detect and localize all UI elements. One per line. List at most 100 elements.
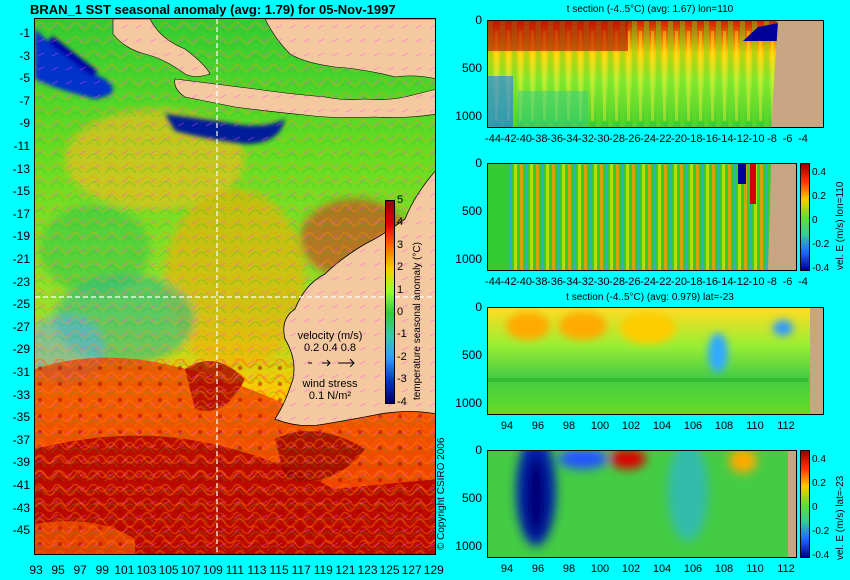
lat-tick: -19: [12, 229, 30, 244]
section-x-tick: 106: [683, 563, 703, 575]
sst-colorbar-tick: -4: [397, 395, 407, 408]
sst-colorbar-tick: -2: [397, 350, 407, 363]
lat-tick: -17: [12, 206, 30, 221]
velocity-legend: velocity (m/s) 0.2 0.4 0.8 wind stress 0…: [290, 330, 370, 402]
panel4-section[interactable]: [487, 450, 797, 558]
sst-colorbar-tick: 3: [397, 238, 404, 251]
lon-tick: 99: [95, 563, 109, 577]
lon-tick: 113: [247, 563, 267, 577]
section-x-tick: -34: [562, 133, 579, 145]
section-x-tick: -40: [516, 133, 532, 145]
lat-tick: -31: [12, 365, 30, 379]
section-x-tick: 110: [746, 563, 764, 575]
depth-tick: 500: [461, 204, 482, 218]
vel-colorbar-tick: 0.2: [812, 478, 826, 489]
panel4-colorbar: [800, 450, 810, 558]
section-x-tick: -26: [624, 276, 641, 288]
section-x-tick: -30: [593, 133, 610, 145]
vel-colorbar-tick: -0.2: [812, 526, 830, 537]
lon-tick: 103: [136, 563, 157, 577]
section-x-tick: 112: [777, 420, 795, 432]
lat-tick: -5: [19, 71, 30, 86]
lon-axis: 93 95 97 99 101 103 105 107 109 111 113 115 117 119 12…: [29, 563, 443, 579]
vel-colorbar-tick: -0.4: [812, 550, 830, 561]
section-x-tick: -30: [593, 276, 610, 288]
section-x-tick: 98: [562, 563, 576, 575]
lat-tick: -11: [13, 139, 30, 153]
section-x-tick: 104: [652, 420, 672, 432]
section-x-tick: -22: [655, 276, 672, 288]
sst-colorbar-tick: 2: [397, 261, 404, 274]
lon-tick: 119: [313, 563, 333, 577]
vel-colorbar-tick: -0.4: [812, 263, 830, 274]
depth-tick: 500: [461, 348, 482, 362]
lon-tick: 101: [114, 563, 135, 577]
panel2-colorbar-ticks: 0.4 0.2 0 -0.2 -0.4: [812, 163, 840, 274]
wind-legend-title: wind stress: [302, 378, 358, 390]
section-x-tick: -10: [748, 276, 765, 288]
panel2-depth-axis: 0 500 1000: [448, 156, 484, 273]
lon-tick: 123: [357, 563, 378, 577]
depth-tick: 1000: [455, 252, 482, 266]
section-x-tick: 102: [621, 420, 641, 432]
section-x-tick: -44: [485, 133, 501, 145]
section-x-tick: -38: [531, 276, 548, 288]
lat-tick: -27: [12, 319, 30, 334]
section-x-tick: 104: [652, 563, 672, 575]
vel-colorbar-tick: 0.4: [812, 167, 826, 178]
panel2-colorbar-label: vel. E (m/s) lon=110: [835, 181, 846, 270]
panel4-depth-axis: 0 500 1000: [448, 443, 484, 560]
lon-tick: 95: [51, 563, 65, 577]
panel3-section[interactable]: [487, 307, 824, 415]
section-x-tick: -14: [717, 133, 734, 145]
vel-colorbar-tick: 0.4: [812, 454, 826, 465]
section-x-tick: -44: [485, 276, 501, 288]
lat-tick: -29: [12, 342, 30, 357]
section-x-tick: -20: [671, 133, 687, 145]
wind-legend-value: 0.1 N/m²: [308, 390, 352, 402]
section-x-tick: -34: [562, 276, 579, 288]
lat-tick: -7: [19, 93, 30, 108]
vel-colorbar-tick: -0.2: [812, 239, 830, 250]
panel1-depth-axis: 0 500 1000: [448, 13, 484, 130]
section-x-tick: -36: [547, 133, 563, 145]
lat-tick: -25: [12, 297, 30, 312]
lon-tick: 129: [423, 563, 444, 577]
section-x-tick: -24: [640, 133, 656, 145]
panel1-section[interactable]: [487, 20, 824, 128]
section-x-tick: -42: [500, 133, 517, 145]
section-x-tick: 94: [500, 420, 514, 432]
depth-tick: 0: [475, 300, 482, 314]
lon-tick: 109: [202, 563, 223, 577]
section-x-tick: 108: [714, 420, 734, 432]
section-x-tick: -8: [767, 133, 777, 145]
section-x-tick: 100: [590, 563, 610, 575]
section-x-tick: -4: [798, 133, 808, 145]
sst-map[interactable]: [34, 18, 436, 555]
section-x-tick: -36: [547, 276, 563, 288]
sst-colorbar-tick: -1: [397, 328, 407, 341]
panel2-section[interactable]: [487, 163, 797, 271]
lon-tick: 127: [401, 563, 422, 577]
section-x-tick: 98: [562, 420, 576, 432]
lon-tick: 93: [29, 563, 43, 577]
lon-tick: 105: [158, 563, 179, 577]
section-x-tick: -28: [609, 276, 625, 288]
sst-colorbar-tick: 0: [397, 306, 404, 318]
section-x-tick: 94: [500, 563, 514, 575]
depth-tick: 1000: [455, 539, 482, 553]
panel3-title: t section (-4..5°C) (avg: 0.979) lat=-23: [566, 292, 734, 303]
section-x-tick: -42: [500, 276, 517, 288]
sst-colorbar-tick: 1: [397, 283, 404, 296]
page-title: BRAN_1 SST seasonal anomaly (avg: 1.79) …: [30, 2, 396, 17]
section-x-tick: -24: [640, 276, 656, 288]
section-x-tick: -18: [686, 133, 703, 145]
panel2-x-axis: -44 -42 -40 -38 -36 -34 -32 -30 -28 -26 -24 -22 -20-…: [485, 276, 824, 292]
section-x-tick: -18: [686, 276, 703, 288]
velocity-legend-values: 0.2 0.4 0.8: [304, 342, 356, 354]
lat-tick: -15: [12, 184, 30, 199]
section-x-tick: 96: [531, 420, 545, 432]
depth-tick: 500: [461, 61, 482, 75]
sst-colorbar-ticks: 5 4 3 2 1 0 -1 -2 -3 -4: [397, 194, 411, 410]
lon-tick: 117: [291, 563, 311, 577]
